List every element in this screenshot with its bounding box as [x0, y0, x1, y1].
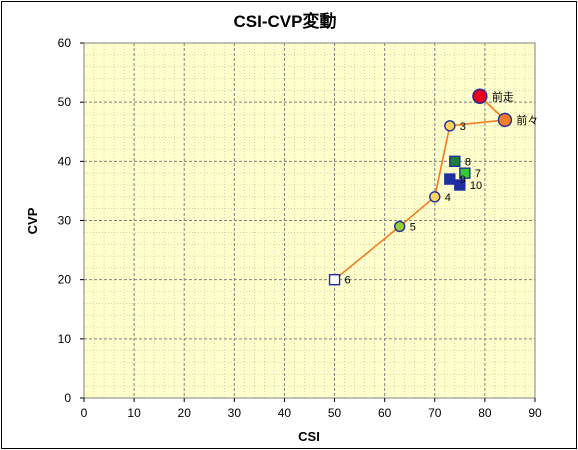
data-point-marker: [449, 155, 461, 168]
y-tick-label: 50: [58, 95, 72, 109]
data-point-marker: [472, 88, 488, 104]
x-tick-label: 50: [328, 406, 342, 420]
data-point-label: 3: [460, 121, 466, 133]
y-tick-label: 60: [58, 36, 72, 50]
y-tick-label: 0: [64, 391, 71, 405]
x-tick-label: 60: [378, 406, 392, 420]
y-tick-label: 40: [58, 154, 72, 168]
data-point-label: 7: [475, 168, 481, 180]
y-tick-label: 10: [58, 332, 72, 346]
data-point-marker: [497, 112, 513, 128]
chart-title: CSI-CVP変動: [234, 11, 337, 31]
y-tick-label: 30: [58, 214, 72, 228]
y-tick-label: 20: [58, 273, 72, 287]
data-point-marker: [328, 273, 341, 286]
data-point-marker: [459, 167, 471, 179]
data-point-label: 8: [465, 156, 471, 168]
x-tick-label: 30: [228, 406, 242, 420]
data-point-marker: [394, 220, 406, 233]
x-tick-label: 20: [178, 406, 192, 420]
data-point-marker: [429, 191, 441, 203]
x-axis-label: CSI: [298, 429, 320, 444]
x-tick-label: 90: [528, 406, 542, 420]
data-point-marker: [454, 179, 466, 191]
data-point-label: 前々: [516, 113, 538, 127]
data-point-label: 9: [460, 174, 466, 186]
y-axis-label: CVP: [25, 207, 40, 234]
data-point-label: 4: [445, 192, 451, 204]
data-point-label: 10: [470, 180, 482, 192]
data-point-label: 5: [410, 221, 416, 233]
x-tick-label: 0: [81, 406, 88, 420]
data-point-label: 6: [345, 275, 351, 287]
x-tick-label: 10: [127, 406, 141, 420]
data-point-marker: [444, 173, 456, 185]
x-tick-label: 70: [428, 406, 442, 420]
data-point-marker: [444, 120, 456, 132]
data-point-label: 前走: [492, 89, 514, 103]
x-tick-label: 40: [278, 406, 292, 420]
x-tick-label: 80: [478, 406, 492, 420]
